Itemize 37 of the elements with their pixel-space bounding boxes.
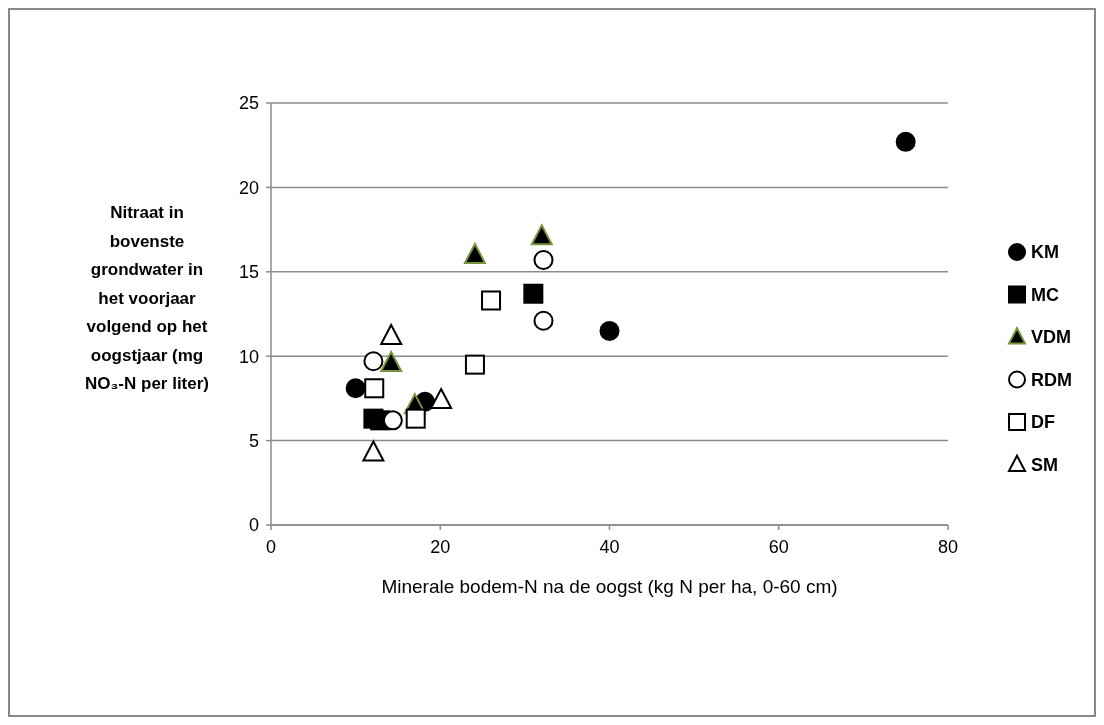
point bbox=[533, 249, 554, 270]
point bbox=[895, 131, 916, 152]
y-tick-label: 20 bbox=[238, 177, 259, 198]
legend-label: DF bbox=[1031, 412, 1055, 433]
point bbox=[481, 290, 502, 311]
point bbox=[380, 350, 403, 372]
point bbox=[364, 378, 385, 399]
x-tick-label: 20 bbox=[430, 537, 451, 557]
y-tick-label: 5 bbox=[248, 430, 259, 451]
legend-label: VDM bbox=[1031, 327, 1071, 348]
y-axis-title: Nitraat in bovenste grondwater in het voorjaar volgend op het oogstjaar (mg NO₃-N per liter) bbox=[84, 203, 210, 393]
y-tick-label: 25 bbox=[238, 93, 259, 114]
legend-label: MC bbox=[1031, 284, 1059, 305]
point bbox=[362, 440, 385, 462]
point bbox=[382, 410, 403, 431]
y-tick-label: 0 bbox=[248, 515, 259, 536]
point bbox=[599, 320, 620, 341]
x-tick-label: 80 bbox=[937, 537, 959, 557]
legend-label: SM bbox=[1031, 454, 1058, 475]
point bbox=[380, 323, 403, 345]
y-tick-label: 15 bbox=[238, 262, 259, 283]
point bbox=[523, 283, 544, 304]
x-tick-label: 0 bbox=[265, 537, 277, 557]
point bbox=[530, 224, 553, 246]
point bbox=[464, 354, 485, 375]
y-tick-label: 10 bbox=[238, 346, 259, 367]
point bbox=[463, 242, 486, 264]
point bbox=[430, 388, 453, 410]
legend-label: KM bbox=[1031, 242, 1059, 263]
point bbox=[405, 408, 426, 429]
x-tick-label: 60 bbox=[768, 537, 789, 557]
point bbox=[363, 351, 384, 372]
x-axis-title: Minerale bodem-N na de oogst (kg N per ha, 0-60 cm) bbox=[381, 576, 838, 597]
x-tick-label: 40 bbox=[599, 537, 620, 557]
point bbox=[345, 378, 366, 399]
point bbox=[533, 310, 554, 331]
legend-label: RDM bbox=[1031, 369, 1072, 390]
